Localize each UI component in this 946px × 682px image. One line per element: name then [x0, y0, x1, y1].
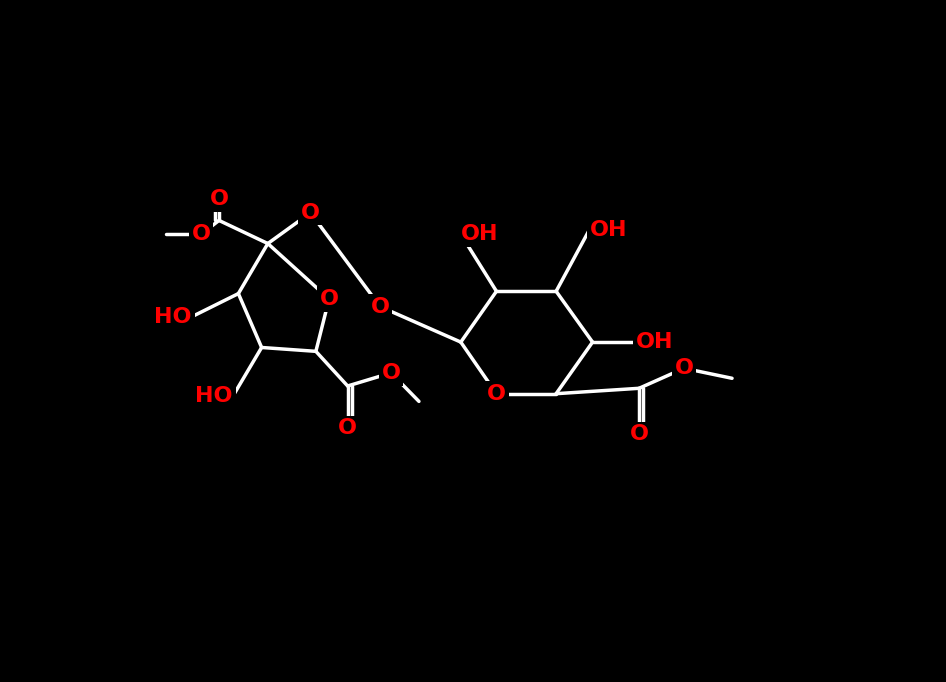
Text: O: O — [674, 358, 693, 379]
Text: OH: OH — [461, 224, 499, 244]
Text: O: O — [320, 289, 339, 309]
Text: HO: HO — [154, 307, 192, 327]
Text: OH: OH — [589, 220, 627, 239]
Text: O: O — [338, 418, 358, 439]
Text: O: O — [209, 189, 229, 209]
Text: O: O — [487, 384, 506, 404]
Text: O: O — [381, 363, 400, 383]
Text: O: O — [371, 297, 390, 316]
Text: O: O — [301, 203, 320, 223]
Text: OH: OH — [636, 332, 674, 352]
Text: O: O — [192, 224, 211, 244]
Text: HO: HO — [196, 386, 233, 406]
Text: O: O — [629, 424, 649, 445]
